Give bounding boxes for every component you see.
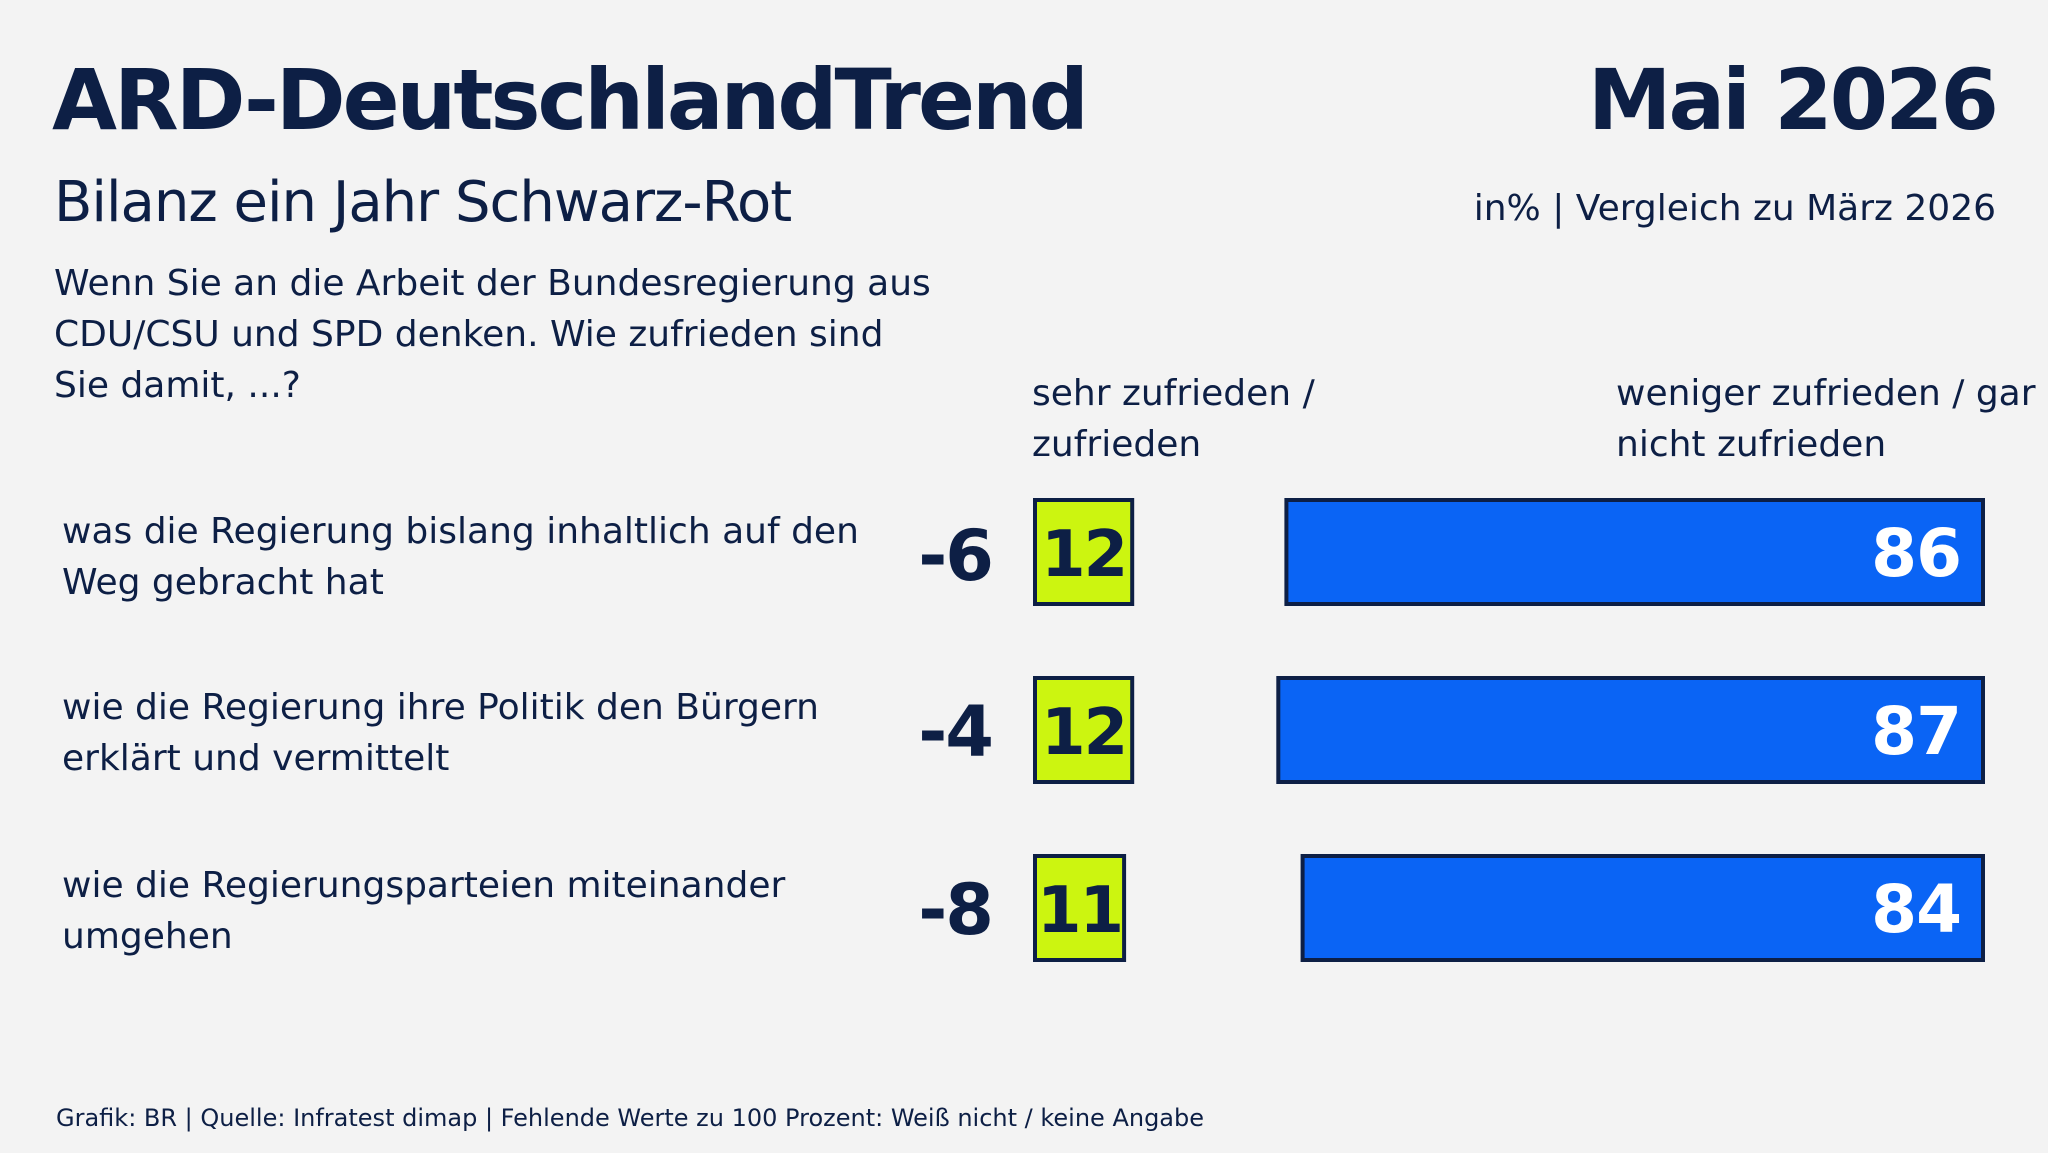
bar-negative: [1276, 676, 1986, 784]
value-label-negative: 84: [1871, 871, 1961, 948]
change-label: -4: [918, 691, 994, 773]
bar-negative: [1284, 498, 1985, 606]
bar-negative: [1300, 854, 1985, 962]
bar-positive: [1033, 676, 1135, 784]
change-label: -6: [918, 515, 994, 597]
category-label: wie die Regierung ihre Politik den Bürge…: [62, 687, 819, 779]
category-label: was die Regierung bislang inhaltlich auf…: [62, 511, 859, 603]
chart-title: ARD-DeutschlandTrend: [52, 51, 1089, 149]
source-footer: Grafik: BR | Quelle: Infratest dimap | F…: [56, 1104, 1205, 1132]
bar-positive: [1033, 854, 1127, 962]
bar-positive: [1033, 498, 1135, 606]
survey-question: Wenn Sie an die Arbeit der Bundesregieru…: [54, 263, 931, 406]
value-label-positive: 12: [1041, 696, 1126, 770]
value-label-negative: 87: [1871, 693, 1961, 770]
change-label: -8: [918, 869, 994, 951]
value-label-positive: 11: [1037, 874, 1122, 948]
legend-negative: weniger zufrieden / gar nicht zufrieden: [1616, 373, 2036, 465]
category-label: wie die Regierungsparteien miteinander u…: [62, 865, 786, 957]
value-label-positive: 12: [1041, 518, 1126, 592]
chart-subtitle: Bilanz ein Jahr Schwarz-Rot: [54, 170, 792, 235]
value-label-negative: 86: [1871, 515, 1961, 592]
unit-note: in% | Vergleich zu März 2026: [1473, 188, 1996, 229]
legend-positive: sehr zufrieden / zufrieden: [1032, 373, 1315, 465]
survey-date: Mai 2026: [1587, 51, 1999, 149]
